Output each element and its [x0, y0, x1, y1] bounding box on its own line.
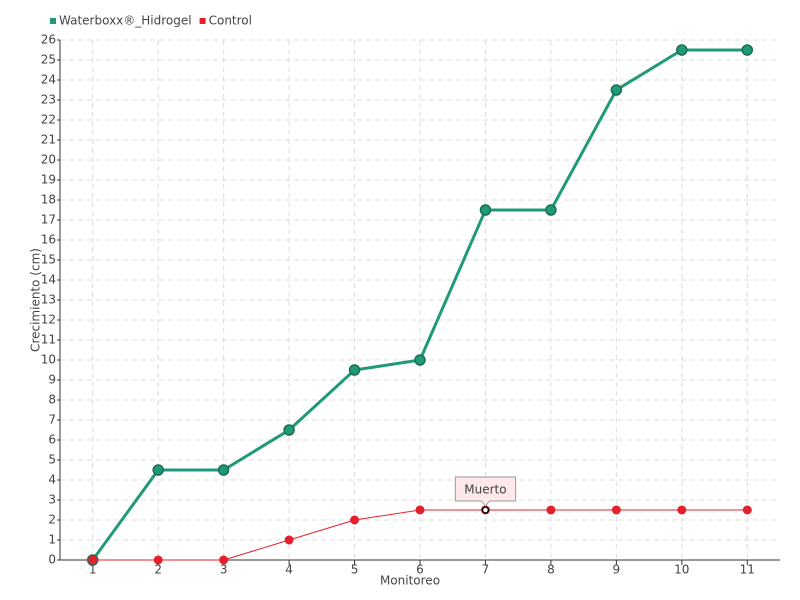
y-tick-label: 6 [48, 433, 56, 447]
y-tick-label: 10 [41, 353, 56, 367]
y-tick-label: 12 [41, 313, 56, 327]
data-point [414, 354, 426, 366]
data-point [348, 364, 361, 376]
data-point [217, 464, 230, 476]
y-tick-label: 13 [41, 293, 56, 307]
y-tick-label: 18 [41, 193, 56, 207]
legend-label: Waterboxx®_Hidrogel [59, 14, 192, 28]
x-tick-label: 7 [482, 563, 490, 577]
data-point [350, 515, 360, 525]
data-point [152, 464, 164, 476]
y-tick-label: 22 [41, 113, 56, 127]
y-tick-label: 17 [41, 213, 56, 227]
y-tick-label: 26 [41, 33, 56, 47]
data-point [283, 424, 295, 436]
y-tick-label: 14 [41, 273, 56, 287]
x-tick-label: 8 [547, 563, 555, 577]
y-tick-label: 20 [41, 153, 56, 167]
x-tick-label: 1 [89, 563, 97, 577]
data-point [742, 505, 752, 515]
y-tick-label: 25 [41, 53, 56, 67]
data-point [219, 555, 229, 565]
x-tick-label: 5 [351, 563, 359, 577]
x-tick-label: 3 [220, 563, 228, 577]
y-tick-label: 1 [48, 533, 56, 547]
y-tick-label: 21 [41, 133, 56, 147]
data-point [88, 555, 98, 565]
y-tick-label: 3 [48, 493, 56, 507]
data-point [479, 204, 492, 216]
y-tick-label: 4 [48, 473, 56, 487]
data-point [415, 505, 425, 515]
data-point [545, 204, 557, 216]
x-tick-label: 4 [285, 563, 293, 577]
data-point [546, 505, 556, 515]
y-tick-label: 16 [41, 233, 56, 247]
y-tick-label: 0 [48, 553, 56, 567]
y-tick-label: 15 [41, 253, 56, 267]
legend-label: Control [209, 14, 252, 28]
annotation-box [454, 476, 517, 507]
y-tick-label: 19 [41, 173, 56, 187]
y-axis-label: Crecimiento (cm) [29, 248, 43, 352]
x-tick-label: 6 [416, 563, 424, 577]
data-point [284, 535, 294, 545]
x-tick-label: 10 [674, 563, 689, 577]
y-tick-label: 24 [41, 73, 56, 87]
data-point [677, 505, 687, 515]
data-point [611, 505, 621, 515]
y-tick-label: 23 [41, 93, 56, 107]
annotation: Muerto [454, 476, 517, 507]
annotation-point [481, 506, 490, 514]
legend-swatch [50, 18, 56, 24]
y-tick-label: 7 [48, 413, 56, 427]
x-axis-label: Monitoreo [380, 574, 440, 588]
data-point [741, 44, 754, 56]
x-tick-label: 9 [613, 563, 621, 577]
data-point [676, 44, 688, 56]
data-point [153, 555, 163, 565]
x-tick-label: 2 [154, 563, 162, 577]
y-tick-label: 9 [48, 373, 56, 387]
legend-swatch [199, 18, 206, 24]
data-point [610, 84, 623, 96]
y-tick-label: 5 [48, 453, 56, 467]
x-tick-label: 11 [740, 563, 755, 577]
annotation-label: Muerto [464, 483, 506, 497]
y-tick-label: 11 [41, 333, 56, 347]
y-tick-label: 8 [48, 393, 56, 407]
y-tick-label: 2 [48, 513, 56, 527]
